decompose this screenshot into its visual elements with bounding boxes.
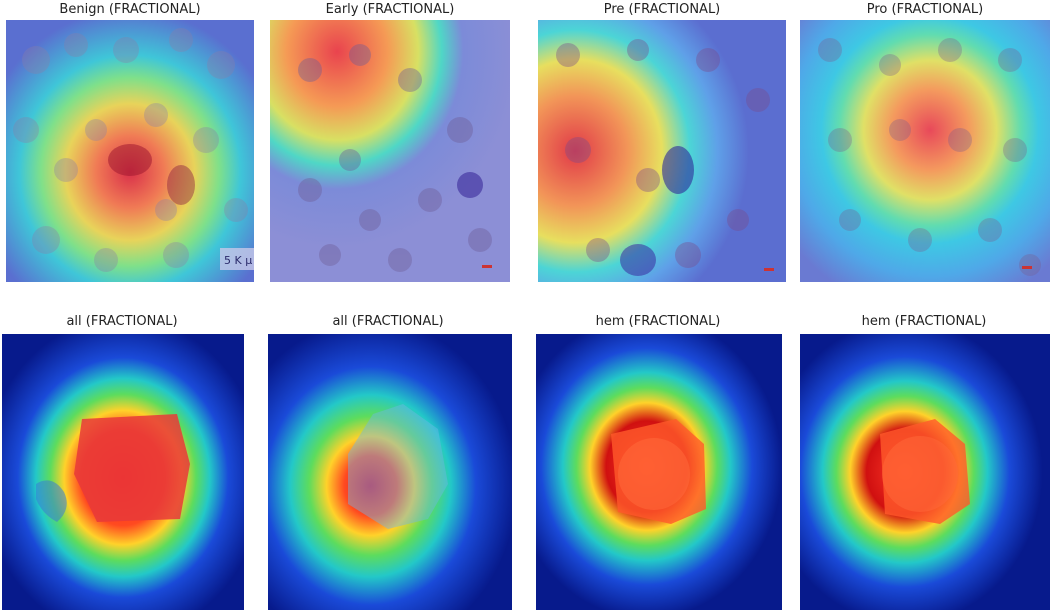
early-heatmap-image <box>270 20 510 282</box>
panel-title: Pre (FRACTIONAL) <box>603 2 721 17</box>
panel-title: hem (FRACTIONAL) <box>861 314 987 329</box>
pro-heatmap-image <box>800 20 1050 282</box>
panel-title: all (FRACTIONAL) <box>332 314 444 329</box>
hem-segmented-heatmap-image-1 <box>536 334 782 610</box>
benign-heatmap-image: 5 K µ <box>6 20 254 282</box>
panel-title: all (FRACTIONAL) <box>66 314 178 329</box>
hem-segmented-heatmap-image-2 <box>800 334 1050 610</box>
scale-bar-label: 5 K µ <box>224 254 252 267</box>
all-segmented-heatmap-image-2 <box>268 334 512 610</box>
panel-title: Benign (FRACTIONAL) <box>59 2 201 17</box>
all-segmented-heatmap-image-1 <box>2 334 244 610</box>
panel-title: Early (FRACTIONAL) <box>325 2 455 17</box>
pre-heatmap-image <box>538 20 786 282</box>
panel-title: Pro (FRACTIONAL) <box>866 2 984 17</box>
panel-title: hem (FRACTIONAL) <box>595 314 721 329</box>
